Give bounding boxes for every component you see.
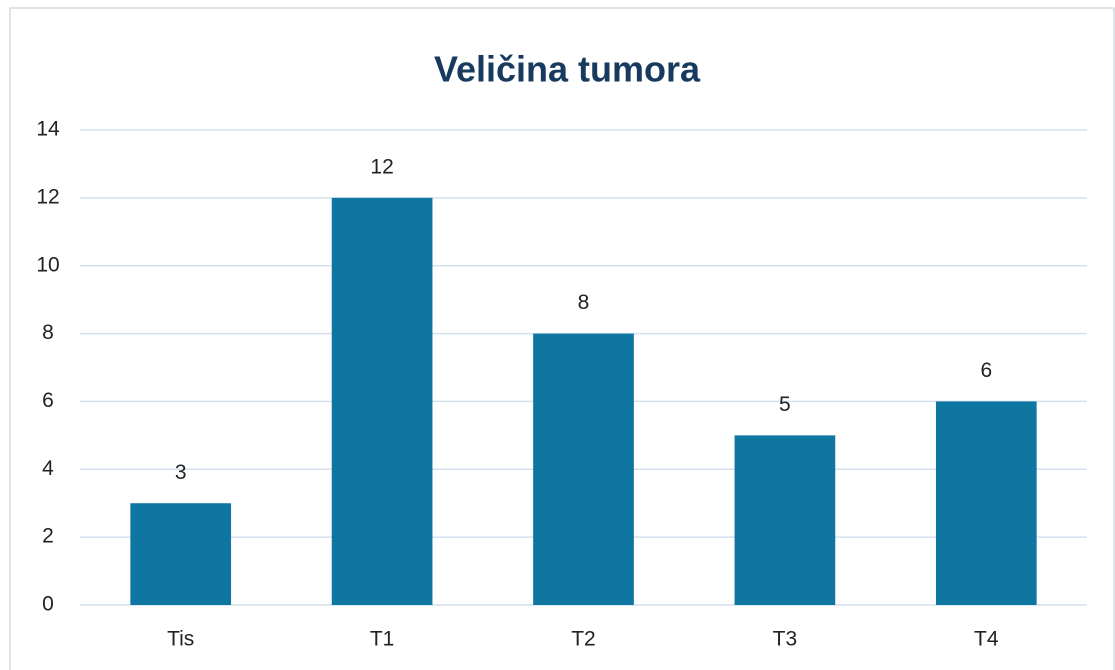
y-tick-label: 2 (42, 525, 54, 548)
bar (331, 197, 433, 605)
data-label: 6 (980, 359, 992, 382)
y-tick-label: 10 (36, 253, 59, 276)
y-tick-label: 14 (36, 118, 60, 141)
y-tick-label: 6 (42, 389, 54, 412)
data-label: 8 (578, 291, 590, 314)
bar (734, 435, 836, 605)
x-tick-label: T1 (370, 628, 395, 651)
x-tick-label: T3 (773, 628, 798, 651)
y-tick-label: 12 (36, 185, 59, 208)
x-tick-label: Tis (167, 628, 194, 651)
x-tick-label: T2 (571, 628, 596, 651)
y-tick-label: 4 (42, 457, 54, 480)
data-label: 5 (779, 393, 791, 416)
x-tick-label: T4 (974, 628, 999, 651)
y-tick-label: 8 (42, 321, 54, 344)
y-tick-label: 0 (42, 593, 54, 616)
data-label: 3 (175, 461, 187, 484)
bar (130, 503, 232, 605)
chart-title: Veličina tumora (434, 49, 701, 90)
bar (533, 333, 634, 605)
data-label: 12 (370, 155, 393, 178)
bar (935, 401, 1037, 605)
